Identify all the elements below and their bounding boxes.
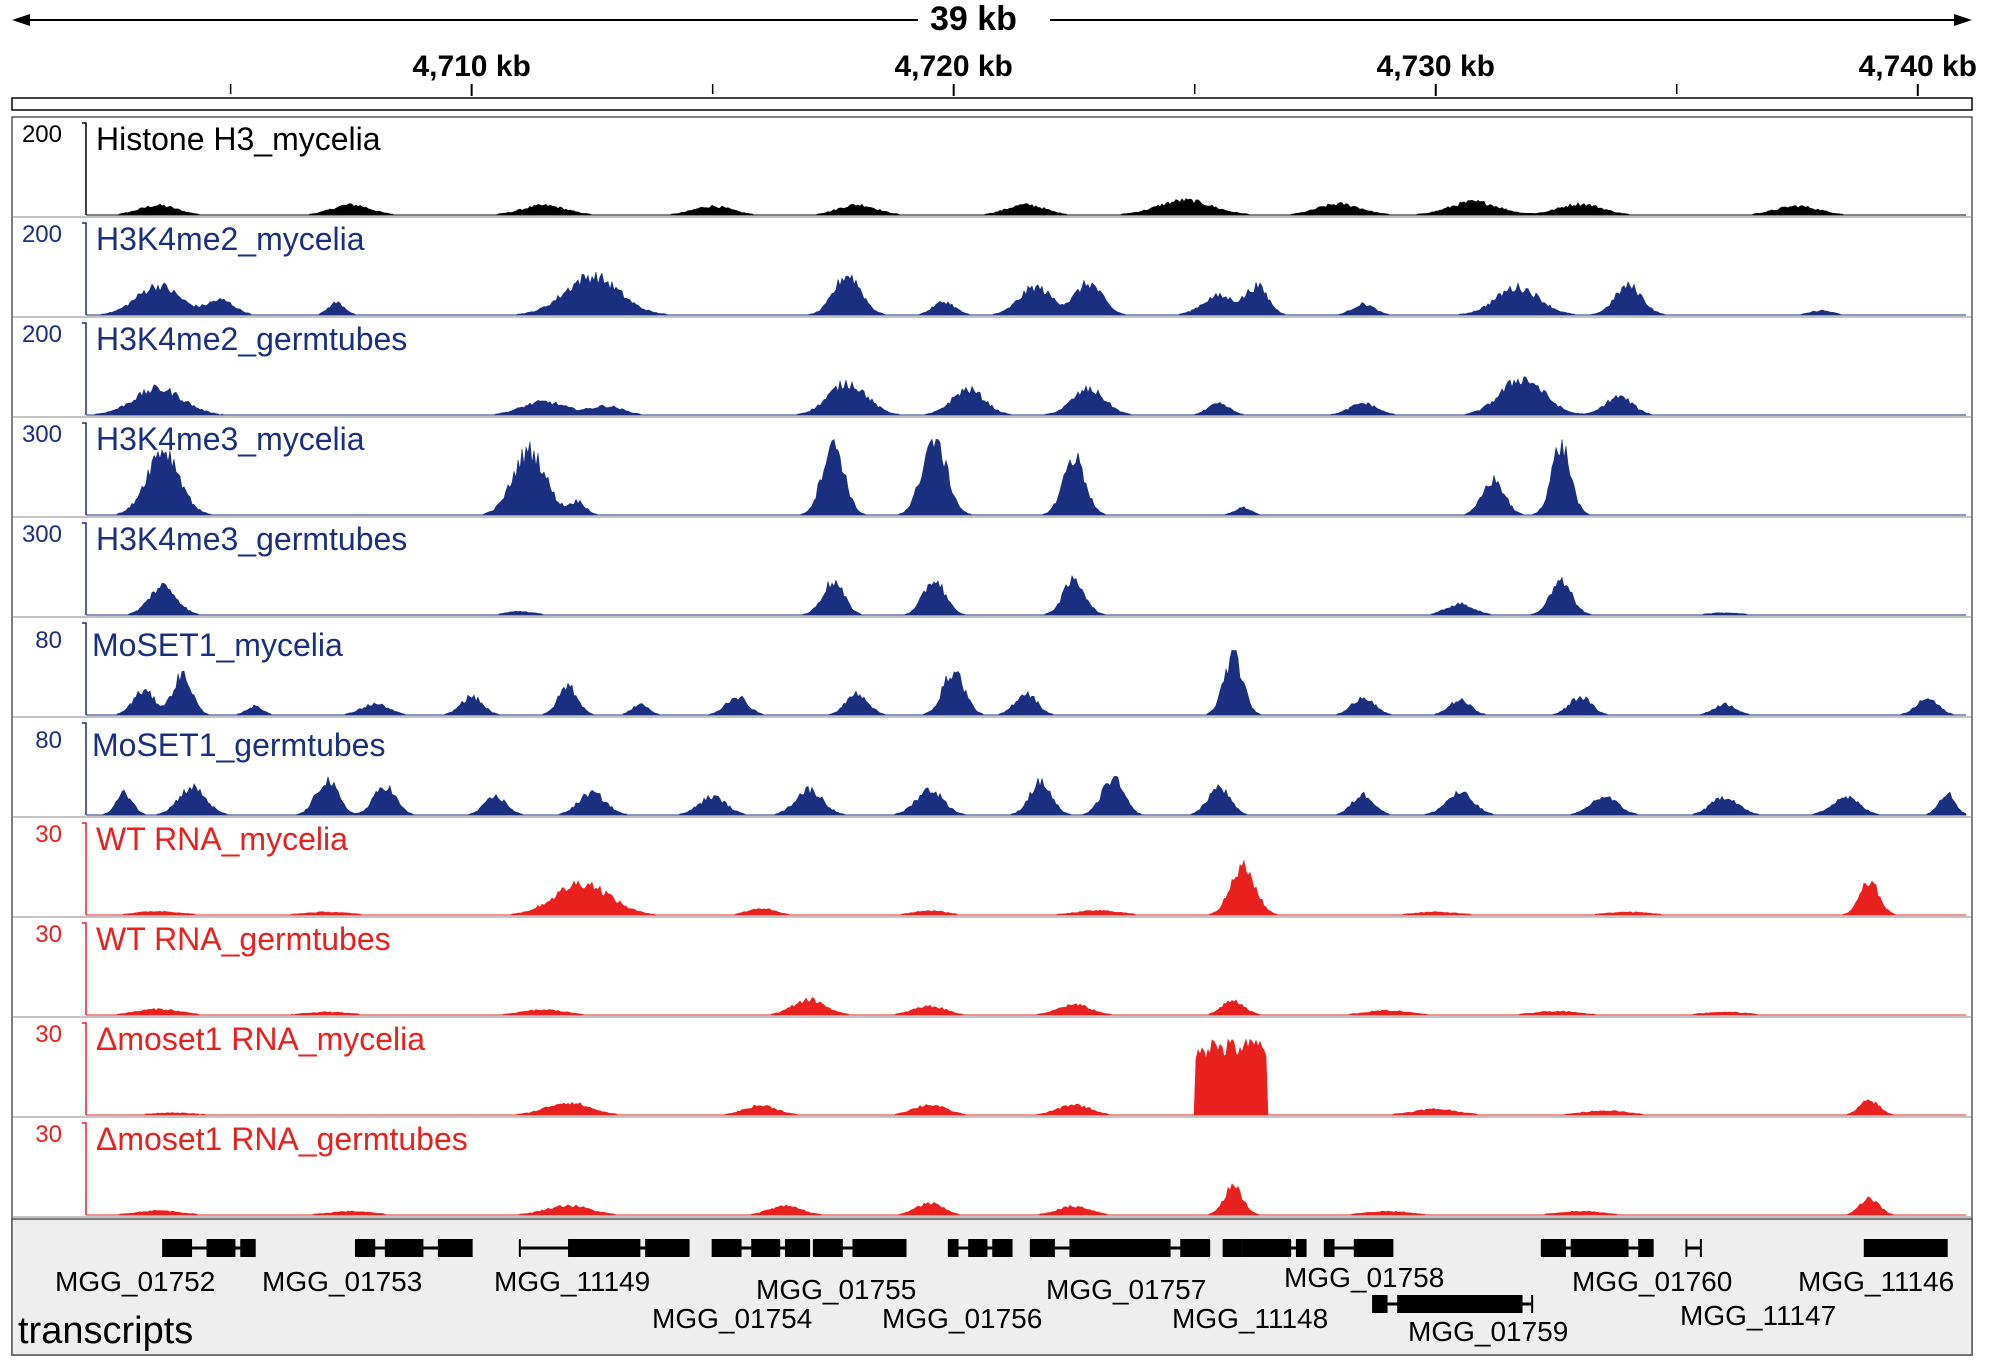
track-scale-axis bbox=[82, 1022, 87, 1115]
track-scale-axis bbox=[82, 722, 87, 815]
track-name-moset1-germtubes: MoSET1_germtubes bbox=[92, 727, 386, 763]
coverage-profile bbox=[86, 859, 1966, 916]
gene-exon bbox=[384, 1239, 424, 1257]
track-scale-axis bbox=[82, 422, 87, 515]
gene-label-mgg-11148: MGG_11148 bbox=[1172, 1303, 1329, 1334]
gene-exon bbox=[1324, 1239, 1335, 1257]
chromosome-position-bar bbox=[11, 97, 1973, 111]
coverage-profile bbox=[86, 775, 1967, 816]
coverage-profile bbox=[86, 198, 1966, 216]
gene-label-mgg-01757: MGG_01757 bbox=[1046, 1274, 1207, 1305]
gene-label-mgg-01759: MGG_01759 bbox=[1408, 1316, 1569, 1347]
track-scale-max: 30 bbox=[35, 1121, 62, 1148]
gene-exon bbox=[1541, 1239, 1566, 1257]
gene-exon bbox=[751, 1239, 781, 1257]
gene-label-mgg-01754: MGG_01754 bbox=[652, 1303, 813, 1334]
track-name-h3k4me2-germtubes: H3K4me2_germtubes bbox=[96, 321, 408, 357]
track-name-wt-rna-germtubes: WT RNA_germtubes bbox=[96, 921, 391, 957]
track-scale-axis bbox=[82, 822, 87, 915]
gene-exon bbox=[1397, 1295, 1523, 1313]
gene-exon bbox=[1069, 1239, 1171, 1257]
gene-exon bbox=[1638, 1239, 1653, 1257]
track-scale-max: 200 bbox=[21, 221, 62, 248]
track-name-moset1-mycelia: MoSET1_mycelia bbox=[92, 627, 343, 663]
gene-label-mgg-01758: MGG_01758 bbox=[1284, 1262, 1445, 1293]
gene-exon bbox=[1373, 1295, 1388, 1313]
coverage-profile bbox=[86, 1183, 1966, 1216]
ruler-label-4710: 4,710 kb bbox=[412, 50, 531, 83]
gene-exon bbox=[992, 1239, 1012, 1257]
gene-label-mgg-11147: MGG_11147 bbox=[1680, 1300, 1837, 1331]
track-scale-max: 30 bbox=[35, 821, 62, 848]
region-span-label: 39 kb bbox=[930, 0, 1017, 38]
gene-exon bbox=[968, 1239, 988, 1257]
gene-exon bbox=[1295, 1239, 1306, 1257]
gene-label-mgg-01752: MGG_01752 bbox=[55, 1266, 216, 1297]
gene-exon bbox=[206, 1239, 236, 1257]
span-arrow-left-head bbox=[12, 14, 30, 26]
track-scale-axis bbox=[82, 522, 87, 615]
coverage-profile bbox=[86, 574, 1966, 616]
coverage-profile bbox=[86, 271, 1966, 316]
track-scale-max: 80 bbox=[35, 727, 62, 754]
gene-exon bbox=[813, 1239, 843, 1257]
gene-exon bbox=[437, 1239, 472, 1257]
track-name-h3k4me2-mycelia: H3K4me2_mycelia bbox=[96, 221, 365, 257]
transcripts-track-title: transcripts bbox=[18, 1310, 194, 1352]
gene-exon bbox=[852, 1239, 906, 1257]
ruler-label-4740: 4,740 kb bbox=[1858, 50, 1977, 83]
track-scale-max: 80 bbox=[35, 627, 62, 654]
gene-exon bbox=[712, 1239, 742, 1257]
gene-exon bbox=[568, 1239, 641, 1257]
gene-exon bbox=[1898, 1239, 1947, 1257]
span-arrow-right-head bbox=[1954, 14, 1972, 26]
track-scale-max: 200 bbox=[21, 121, 62, 148]
track-scale-max: 200 bbox=[21, 321, 62, 348]
gene-exon bbox=[163, 1239, 193, 1257]
gene-exon bbox=[240, 1239, 255, 1257]
gene-exon bbox=[645, 1239, 689, 1257]
gene-exon bbox=[784, 1239, 810, 1257]
gene-exon bbox=[948, 1239, 959, 1257]
track-name-dmoset1-rna-germtubes: Δmoset1 RNA_germtubes bbox=[96, 1121, 468, 1157]
gene-label-mgg-01753: MGG_01753 bbox=[262, 1266, 423, 1297]
gene-exon bbox=[1570, 1239, 1629, 1257]
ruler-label-4730: 4,730 kb bbox=[1376, 50, 1495, 83]
gene-exon bbox=[1223, 1239, 1243, 1257]
track-scale-axis bbox=[82, 1122, 87, 1215]
track-name-h3k4me3-mycelia: H3K4me3_mycelia bbox=[96, 421, 365, 457]
track-name-dmoset1-rna-mycelia: Δmoset1 RNA_mycelia bbox=[96, 1021, 426, 1057]
track-scale-axis bbox=[82, 922, 87, 1015]
track-name-wt-rna-mycelia: WT RNA_mycelia bbox=[96, 821, 348, 857]
gene-exon bbox=[1242, 1239, 1292, 1257]
gene-exon bbox=[1864, 1239, 1899, 1257]
track-scale-max: 30 bbox=[35, 1021, 62, 1048]
gene-label-mgg-01755: MGG_01755 bbox=[756, 1274, 917, 1305]
track-scale-max: 300 bbox=[21, 521, 62, 548]
gene-label-mgg-11146: MGG_11146 bbox=[1798, 1266, 1955, 1297]
track-scale-max: 300 bbox=[21, 421, 62, 448]
track-scale-axis bbox=[82, 122, 87, 215]
track-scale-axis bbox=[82, 322, 87, 415]
coverage-profile bbox=[86, 376, 1966, 416]
gene-exon bbox=[1030, 1239, 1055, 1257]
gene-exon bbox=[1353, 1239, 1393, 1257]
track-scale-max: 30 bbox=[35, 921, 62, 948]
track-name-histone-h3-mycelia: Histone H3_mycelia bbox=[96, 121, 381, 157]
gene-label-mgg-11149: MGG_11149 bbox=[494, 1266, 651, 1297]
track-name-h3k4me3-germtubes: H3K4me3_germtubes bbox=[96, 521, 408, 557]
coverage-profile bbox=[86, 438, 1966, 516]
coverage-profile bbox=[86, 997, 1966, 1016]
track-scale-axis bbox=[82, 622, 87, 715]
coverage-profile bbox=[86, 649, 1966, 716]
gene-exon bbox=[1180, 1239, 1210, 1257]
ruler-label-4720: 4,720 kb bbox=[894, 50, 1013, 83]
gene-label-mgg-01760: MGG_01760 bbox=[1572, 1266, 1733, 1297]
track-scale-axis bbox=[82, 222, 87, 315]
gene-label-mgg-01756: MGG_01756 bbox=[882, 1303, 1043, 1334]
gene-exon bbox=[355, 1239, 376, 1257]
